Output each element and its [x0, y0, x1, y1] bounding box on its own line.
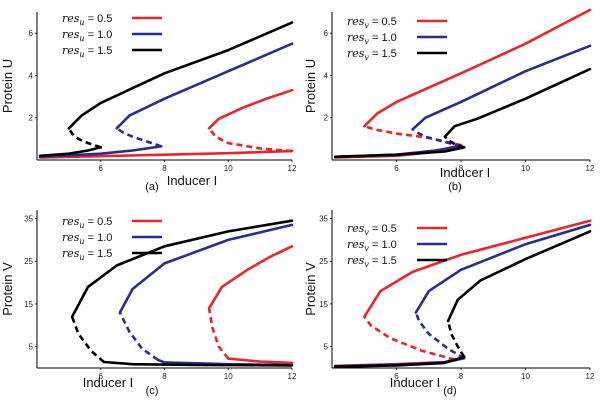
y-axis-label: Protein V [0, 262, 15, 316]
series-black-unstable [67, 127, 102, 149]
series-red-stable-lower [227, 357, 294, 365]
y-tick-label: 2 [324, 114, 329, 123]
x-tick-label: 6 [394, 372, 399, 381]
y-tick-label: 5 [29, 343, 34, 352]
series-red-stable-upper [363, 219, 592, 319]
x-tick-label: 10 [224, 164, 233, 173]
panel-3: 6 8 10 12 5 15 25 35 Inducer I Protein V (c) resu =… [0, 210, 297, 397]
y-tick-label: 6 [324, 29, 329, 38]
x-tick-label: 10 [521, 372, 530, 381]
series-black-unstable [446, 320, 466, 358]
legend-entry-blue: resv = 1.0 [347, 31, 397, 46]
x-tick-label: 10 [521, 164, 530, 173]
x-axis-label: Inducer I [440, 165, 491, 180]
series-red-stable-upper [207, 88, 294, 130]
series-red-stable-lower [38, 149, 294, 159]
x-axis-label: Inducer I [167, 173, 218, 188]
x-tick-label: 6 [99, 164, 104, 173]
series-blue-unstable [118, 311, 159, 361]
y-tick-label: 5 [324, 343, 329, 352]
x-tick-label: 8 [459, 372, 464, 381]
x-tick-label: 6 [99, 372, 104, 381]
legend-entry-red: resv = 0.5 [347, 222, 397, 237]
series-blue-stable-upper [115, 42, 294, 130]
y-tick-label: 2 [29, 114, 34, 123]
x-tick-label: 12 [586, 164, 595, 173]
y-tick-label: 15 [319, 300, 328, 309]
x-axis-label: Inducer I [390, 375, 441, 390]
x-tick-label: 8 [162, 372, 167, 381]
legend-entry-black: resv = 1.5 [347, 47, 397, 62]
series-blue-unstable [411, 128, 462, 148]
series-red-stable-upper [363, 8, 592, 128]
legend-entry-blue: resu = 1.0 [62, 231, 112, 246]
x-axis-label: Inducer I [83, 375, 134, 390]
x-tick-label: 10 [224, 372, 233, 381]
series-black-unstable [443, 135, 465, 149]
legend-entry-red: resu = 0.5 [62, 215, 112, 230]
x-tick-label: 12 [288, 372, 297, 381]
series-blue-unstable [115, 127, 162, 148]
series-black-stable-lower [333, 355, 466, 368]
y-tick-label: 15 [24, 300, 33, 309]
y-tick-label: 35 [24, 215, 33, 224]
series-red-stable-upper [207, 245, 294, 310]
panel-4: 6 8 10 12 5 15 25 35 Inducer I Protein V (d) resv =… [303, 210, 595, 397]
legend-entry-black: resu = 1.5 [62, 247, 112, 262]
panel-label: (d) [443, 385, 456, 397]
x-tick-label: 12 [586, 372, 595, 381]
series-blue-unstable [414, 312, 465, 360]
y-tick-label: 25 [24, 257, 33, 266]
series-blue-stable-upper [414, 223, 592, 314]
series-black-stable-lower [333, 146, 466, 159]
series-black-stable-upper [70, 219, 294, 319]
series-blue-stable-upper [118, 223, 294, 314]
series-black-stable-upper [446, 230, 592, 323]
y-tick-label: 4 [29, 71, 34, 80]
legend-entry-red: resv = 0.5 [347, 15, 397, 30]
series-black-stable-lower [38, 146, 103, 158]
series-black-unstable [70, 316, 105, 363]
legend-entry-red: resu = 0.5 [62, 12, 112, 27]
legend-entry-black: resv = 1.5 [347, 254, 397, 269]
y-tick-label: 25 [319, 257, 328, 266]
panel-label: (a) [145, 181, 158, 193]
legend-entry-blue: resv = 1.0 [347, 238, 397, 253]
panel-label: (b) [448, 181, 461, 193]
series-blue-stable-lower [38, 145, 163, 159]
x-tick-label: 8 [162, 164, 167, 173]
panel-1: 6 8 10 12 2 4 6 Inducer I Protein U (a) resu = 0.5… [0, 12, 297, 193]
y-axis-label: Protein U [303, 59, 318, 113]
y-axis-label: Protein U [0, 59, 15, 113]
panel-2: 6 8 10 12 2 4 6 Inducer I Protein U (b) resv = 0.5… [303, 8, 595, 193]
panel-label: (c) [146, 385, 159, 397]
y-tick-label: 6 [29, 29, 34, 38]
y-axis-label: Protein V [303, 262, 318, 316]
series-red-unstable [208, 127, 293, 153]
y-tick-label: 4 [324, 71, 329, 80]
series-red-unstable [363, 316, 455, 361]
legend-entry-blue: resu = 1.0 [62, 28, 112, 43]
x-tick-label: 6 [394, 164, 399, 173]
series-red-unstable [207, 307, 230, 360]
legend-entry-black: resu = 1.5 [62, 44, 112, 59]
y-tick-label: 35 [319, 215, 328, 224]
series-black-stable-upper [443, 67, 592, 138]
x-tick-label: 8 [459, 164, 464, 173]
series-black-stable-lower [102, 360, 294, 367]
series-blue-stable-upper [411, 44, 592, 131]
x-tick-label: 12 [288, 164, 297, 173]
series-black-stable-upper [67, 21, 294, 130]
